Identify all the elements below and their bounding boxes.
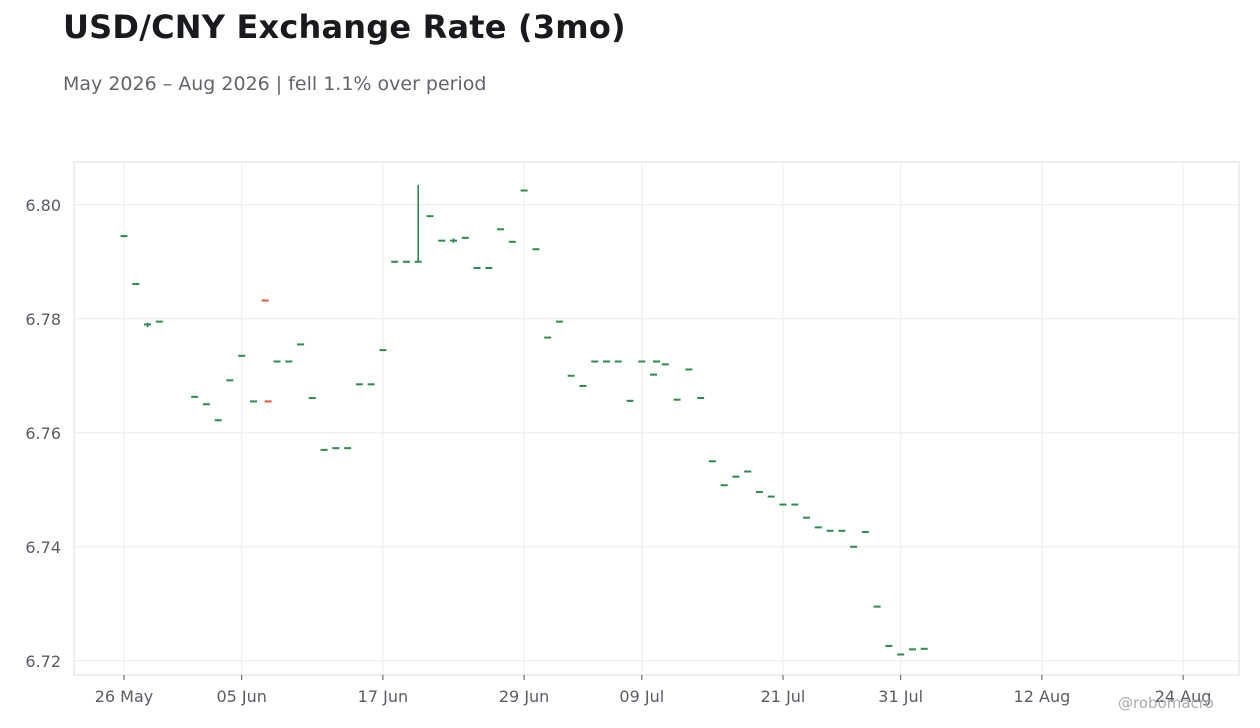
ohlc-bar — [908, 648, 916, 651]
ohlc-bar — [320, 448, 328, 451]
ohlc-bar — [367, 383, 375, 386]
ohlc-bar — [638, 360, 646, 363]
ohlc-bar — [814, 526, 822, 529]
ohlc-bar — [132, 282, 140, 285]
y-tick-label: 6.76 — [25, 424, 61, 443]
ohlc-bar — [673, 398, 681, 401]
x-axis: 26 May 05 Jun 17 Jun 29 Jun 09 Jul 21 Jul 31 J… — [95, 675, 1212, 706]
x-tick-label: 05 Jun — [216, 687, 266, 706]
ohlc-bar — [579, 385, 587, 388]
y-tick-label: 6.72 — [25, 652, 61, 671]
ohlc-bar — [120, 235, 128, 238]
plot-frame — [73, 161, 1240, 676]
ohlc-bar — [755, 491, 763, 494]
ohlc-bar — [838, 529, 846, 532]
ohlc-bar — [308, 396, 316, 399]
ohlc-bar — [626, 399, 634, 402]
ohlc-bar — [238, 354, 246, 357]
y-tick-label: 6.78 — [25, 310, 61, 329]
x-tick-label: 12 Aug — [1014, 687, 1071, 706]
ohlc-bar — [508, 240, 516, 243]
ohlc-bar — [155, 320, 163, 323]
chart-subtitle: May 2026 – Aug 2026 | fell 1.1% over per… — [63, 73, 487, 95]
x-tick-label: 29 Jun — [499, 687, 549, 706]
ohlc-bar — [426, 215, 434, 218]
ohlc-bar — [661, 363, 669, 366]
ohlc-bar — [191, 395, 199, 398]
y-axis: 6.72 6.74 6.76 6.78 6.80 — [25, 196, 61, 671]
x-tick-label: 26 May — [95, 687, 154, 706]
ohlc-bar — [767, 495, 775, 498]
ohlc-bar — [379, 349, 387, 352]
ohlc-bars — [120, 184, 928, 656]
ohlc-bar — [261, 299, 269, 302]
x-tick-label: 21 Jul — [761, 687, 806, 706]
ohlc-bar — [438, 239, 446, 242]
ohlc-bar — [803, 516, 811, 519]
ohlc-bar — [602, 360, 610, 363]
ohlc-bar — [414, 184, 422, 263]
ohlc-bar — [744, 470, 752, 473]
ohlc-bar — [685, 368, 693, 371]
ohlc-bar — [567, 374, 575, 377]
chart-title: USD/CNY Exchange Rate (3mo) — [63, 8, 626, 46]
ohlc-bar — [214, 419, 222, 422]
ohlc-bar — [873, 605, 881, 608]
ohlc-bar — [555, 320, 563, 323]
ohlc-bar — [544, 336, 552, 339]
ohlc-bar — [402, 260, 410, 263]
ohlc-bar — [355, 383, 363, 386]
ohlc-bar — [485, 267, 493, 270]
ohlc-bar — [249, 400, 257, 403]
ohlc-bar — [344, 447, 352, 450]
ohlc-bar — [297, 343, 305, 346]
ohlc-bar — [202, 403, 210, 406]
ohlc-bar — [144, 322, 152, 328]
ohlc-bar — [850, 545, 858, 548]
x-tick-label: 09 Jul — [619, 687, 664, 706]
ohlc-bar — [273, 360, 281, 363]
ohlc-bar — [473, 267, 481, 270]
ohlc-bar — [461, 236, 469, 239]
x-tick-label: 31 Jul — [878, 687, 923, 706]
ohlc-bar — [332, 447, 340, 450]
ohlc-bar — [226, 379, 234, 382]
x-tick-label: 17 Jun — [358, 687, 408, 706]
ohlc-bar — [826, 529, 834, 532]
ohlc-bar — [920, 647, 928, 650]
credit-label: @robomacro — [1118, 694, 1214, 712]
ohlc-bar — [861, 530, 869, 533]
ohlc-bar — [897, 653, 905, 656]
x-tick-label: 24 Aug — [1155, 687, 1212, 706]
ohlc-bar — [650, 373, 658, 376]
ohlc-bar — [653, 360, 660, 363]
gridlines — [74, 162, 1239, 675]
ohlc-bar — [520, 189, 528, 192]
ohlc-bar — [885, 644, 893, 647]
ohlc-bar — [285, 360, 293, 363]
ohlc-bar — [450, 238, 458, 243]
ohlc-bar — [779, 503, 787, 506]
ohlc-bar — [532, 248, 540, 251]
ohlc-bar — [791, 503, 799, 506]
ohlc-bar — [391, 260, 399, 263]
ohlc-bar — [614, 360, 622, 363]
ohlc-bar — [708, 460, 716, 463]
ohlc-bar — [264, 400, 272, 403]
ohlc-bar — [591, 360, 599, 363]
ohlc-bar — [697, 396, 705, 399]
ohlc-bar — [497, 228, 505, 231]
ohlc-bar — [720, 484, 728, 487]
y-tick-label: 6.74 — [25, 538, 61, 557]
ohlc-bar — [732, 475, 740, 478]
y-tick-label: 6.80 — [25, 196, 61, 215]
